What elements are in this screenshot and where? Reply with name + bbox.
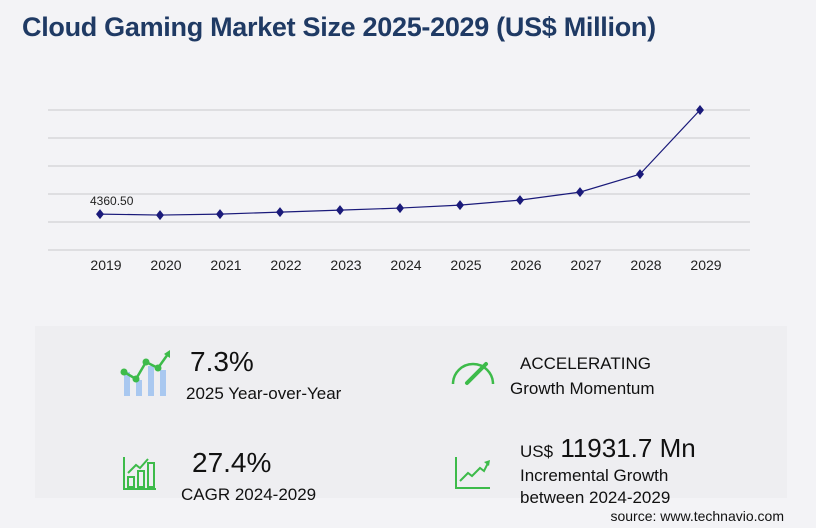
speedometer-icon bbox=[451, 362, 495, 385]
x-tick-label: 2028 bbox=[630, 257, 661, 273]
cagr-label: CAGR 2024-2029 bbox=[181, 485, 317, 504]
incremental-amount: 11931.7 Mn bbox=[560, 433, 696, 463]
x-tick-label: 2019 bbox=[90, 257, 121, 273]
x-tick-label: 2026 bbox=[510, 257, 541, 273]
x-tick-label: 2020 bbox=[150, 257, 181, 273]
x-tick-label: 2023 bbox=[330, 257, 361, 273]
data-point bbox=[696, 105, 704, 115]
data-point bbox=[576, 187, 584, 198]
x-tick-label: 2021 bbox=[210, 257, 241, 273]
data-label: 4360.50 bbox=[90, 194, 134, 208]
currency-prefix: US$ bbox=[520, 442, 554, 461]
yoy-value: 7.3% bbox=[190, 346, 254, 377]
x-tick-label: 2025 bbox=[450, 257, 481, 273]
data-point bbox=[396, 203, 404, 214]
data-point bbox=[456, 200, 464, 211]
growth-chart-icon bbox=[120, 350, 170, 396]
source-note: source: www.technavio.com bbox=[610, 508, 784, 524]
series-line bbox=[99, 109, 701, 216]
x-tick-label: 2022 bbox=[270, 257, 301, 273]
x-tick-label: 2024 bbox=[390, 257, 421, 273]
x-tick-label: 2029 bbox=[690, 257, 721, 273]
yoy-label: 2025 Year-over-Year bbox=[186, 384, 342, 403]
kpi-panel bbox=[35, 326, 787, 498]
data-point bbox=[636, 169, 644, 180]
chart-title: Cloud Gaming Market Size 2025-2029 (US$ … bbox=[22, 12, 656, 42]
data-point bbox=[516, 195, 524, 206]
data-point bbox=[156, 210, 164, 221]
bar-chart-icon bbox=[123, 457, 156, 490]
incremental-label-2: between 2024-2029 bbox=[520, 488, 671, 507]
momentum-label: Growth Momentum bbox=[510, 379, 655, 398]
momentum-value: ACCELERATING bbox=[520, 354, 651, 373]
trend-up-icon bbox=[455, 457, 490, 489]
line-chart: 2019 4360.50 2020 2021 2022 2023 2024 2025 2026 2… bbox=[48, 105, 750, 273]
cagr-value: 27.4% bbox=[192, 447, 272, 478]
data-point bbox=[276, 207, 284, 218]
incremental-growth-value: US$ 11931.7 Mn bbox=[520, 433, 696, 464]
data-point bbox=[96, 209, 104, 220]
data-point bbox=[336, 205, 344, 216]
incremental-label-1: Incremental Growth bbox=[520, 466, 669, 485]
data-point bbox=[216, 209, 224, 220]
x-tick-label: 2027 bbox=[570, 257, 601, 273]
